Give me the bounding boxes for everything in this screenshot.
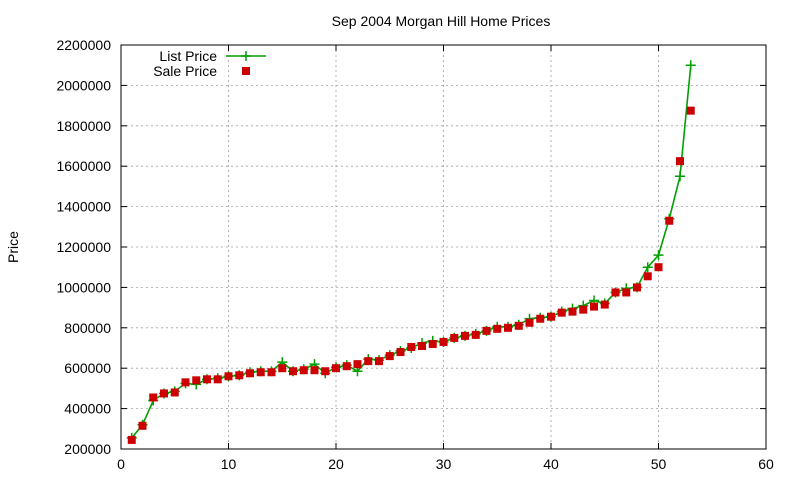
sale-price-point [149,393,158,402]
x-tick-label: 30 [436,456,452,472]
sale-price-point [246,369,254,378]
sale-price-point [267,368,276,377]
x-tick-label: 40 [543,456,559,472]
sale-price-point [385,352,394,361]
sale-price-point [514,321,523,330]
sale-price-point [224,372,233,381]
y-tick-label: 400000 [64,401,111,417]
sale-price-point [203,375,211,384]
sale-price-point [504,323,512,332]
sale-price-point [127,435,136,444]
sale-price-point [310,366,319,375]
legend: List Price Sale Price [153,48,266,79]
legend-list-price-marker [241,51,251,61]
sale-price-point [332,364,340,373]
sale-price-point [461,331,469,340]
sale-price-point [342,362,351,371]
y-tick-label: 800000 [64,320,111,336]
y-tick-label: 1400000 [56,199,111,215]
y-tick-label: 2200000 [56,37,111,53]
sale-price-point [235,371,244,380]
sale-price-point [375,357,383,366]
sale-price-point [600,300,609,309]
y-tick-label: 200000 [64,441,111,457]
sale-price-point [353,360,362,369]
sale-price-point [665,216,674,225]
sale-price-point [547,312,555,321]
sale-price-point [579,305,588,314]
sale-price-point [396,348,405,357]
legend-sale-price-label: Sale Price [153,63,217,79]
sale-price-point [622,288,631,297]
sale-price-point [611,288,620,297]
sale-price-point [213,375,222,384]
sale-price-point [525,318,534,327]
y-tick-label: 1800000 [56,118,111,134]
sale-price-point [590,302,598,311]
y-tick-label: 2000000 [56,77,111,93]
sale-price-point [138,421,147,430]
sale-price-point [439,337,448,346]
sale-price-point [676,157,684,166]
y-tick-label: 1000000 [56,279,111,295]
sale-price-point [643,272,652,281]
y-tick-label: 600000 [64,360,111,376]
axis-ticks: 0 10 20 30 40 50 60 200000 400000 600000 800000 100… [56,37,774,472]
sale-price-point [450,333,459,342]
legend-list-price-label: List Price [159,48,217,64]
sale-price-point [256,368,265,377]
sale-price-point [170,388,179,397]
sale-price-point [181,378,190,387]
sale-price-point [278,364,287,373]
sale-price-point [471,330,480,339]
sale-price-point [418,341,426,350]
sale-price-point [289,367,297,376]
sale-price-point [633,283,641,292]
x-tick-label: 20 [328,456,344,472]
sale-price-point [482,326,491,335]
list-price-point [675,171,685,182]
grid [121,45,766,449]
sale-price-point [321,367,330,376]
x-tick-label: 60 [758,456,774,472]
y-axis-label: Price [5,231,21,263]
sale-price-point [407,342,416,351]
sale-price-point [192,376,201,385]
chart-title: Sep 2004 Morgan Hill Home Prices [332,13,551,29]
sale-price-point [654,263,663,272]
sale-price-point [557,308,566,317]
sale-price-point [493,324,502,333]
y-tick-label: 1200000 [56,239,111,255]
list-price-point [653,250,664,261]
sale-price-point [568,307,577,316]
sale-price-point [160,389,168,398]
legend-sale-price-marker [242,67,250,75]
list-price-point [642,262,653,273]
sale-price-point [364,357,373,366]
sale-price-point [428,339,437,348]
x-tick-label: 10 [221,456,237,472]
y-tick-label: 1600000 [56,158,111,174]
list-price-point [685,60,696,71]
x-tick-label: 50 [651,456,667,472]
sale-price-point [686,106,695,115]
x-tick-label: 0 [117,456,125,472]
series-layer [126,60,696,444]
sale-price-point [299,366,308,375]
sale-price-point [536,314,545,323]
